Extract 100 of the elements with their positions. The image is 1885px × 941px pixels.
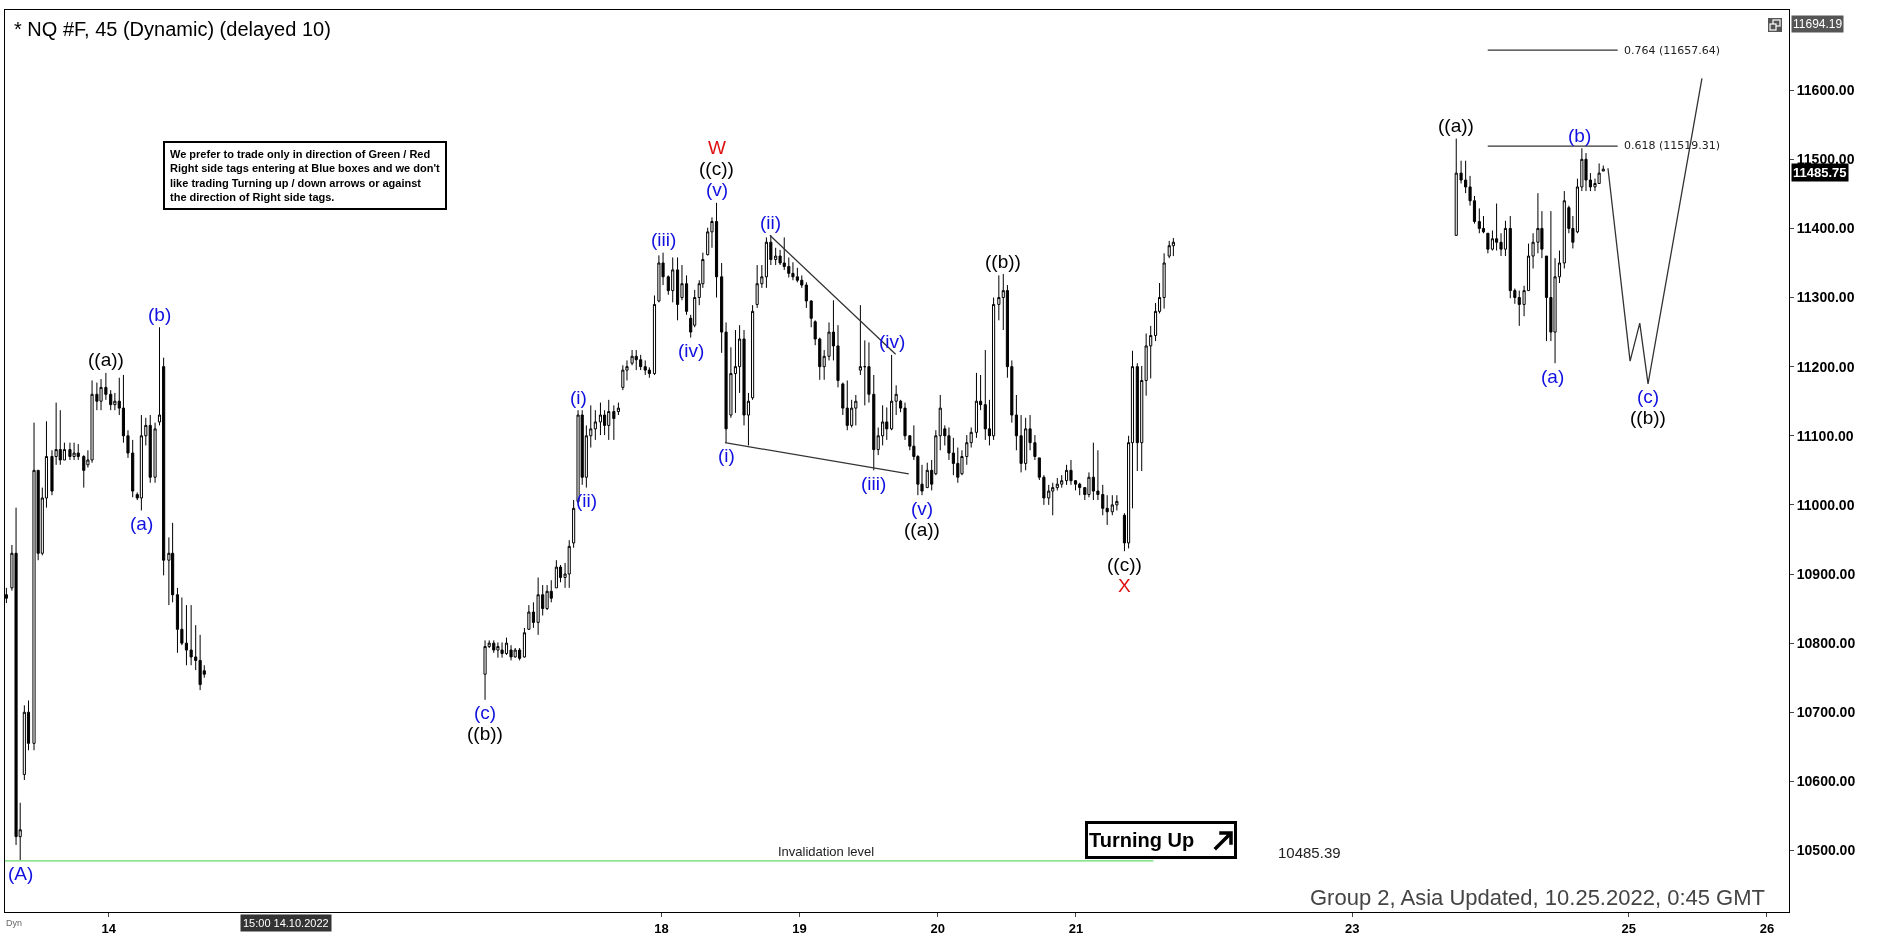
candlestick — [630, 349, 634, 366]
annotation: ((a)) — [904, 519, 940, 540]
x-tick-label: 19 — [792, 920, 807, 936]
candlestick — [1055, 477, 1059, 491]
candlestick — [671, 256, 675, 303]
annotation: (i) — [718, 445, 735, 466]
candlestick — [567, 539, 571, 589]
annotation: 10485.39 — [1278, 844, 1341, 861]
candlestick — [536, 576, 540, 636]
text: 15:00 14.10.2022 — [243, 917, 329, 929]
annotation: (b) — [148, 304, 172, 325]
candlestick — [634, 349, 638, 371]
candlestick — [925, 462, 929, 489]
annotation: ((a)) — [1438, 115, 1474, 136]
candlestick — [72, 442, 76, 461]
y-tick-label: 10800.00 — [1796, 635, 1856, 652]
candlestick — [1060, 474, 1064, 489]
y-tick-label: 10900.00 — [1796, 565, 1856, 582]
x-tick-label: 26 — [1759, 920, 1775, 936]
candlestick — [32, 422, 36, 751]
x-tick-label: 20 — [930, 920, 945, 936]
candlestick — [175, 587, 180, 654]
candlestick — [639, 354, 643, 371]
annotation: (ii) — [576, 490, 598, 511]
candlestick — [751, 304, 755, 401]
y-tick-label: 10700.00 — [1796, 704, 1856, 721]
candlestick — [885, 406, 889, 441]
x-tick-label: 18 — [654, 920, 669, 936]
annotation: ((c)) — [1107, 554, 1142, 575]
annotation: (iii) — [861, 473, 887, 494]
candlestick — [1167, 240, 1171, 259]
candlestick — [612, 404, 616, 441]
candlestick — [1486, 232, 1490, 254]
candlestick — [189, 604, 193, 666]
y-tick-label: 11300.00 — [1796, 289, 1855, 306]
y-tick-label: 10600.00 — [1796, 773, 1856, 790]
candlestick — [171, 522, 175, 603]
candlestick — [22, 704, 26, 781]
annotation: (a) — [130, 513, 154, 534]
candlestick — [652, 294, 657, 376]
annotation: (ii) — [760, 212, 782, 233]
candlestick — [513, 647, 517, 659]
candlestick — [76, 443, 80, 461]
candlestick — [68, 442, 72, 461]
y-tick-label: 11200.00 — [1796, 358, 1855, 375]
candlestick — [522, 627, 527, 659]
candlestick — [621, 364, 625, 391]
annotation: (iv) — [879, 331, 906, 352]
candlestick — [598, 402, 603, 436]
y-tick-label: 11100.00 — [1796, 427, 1854, 444]
candlestick — [527, 604, 531, 631]
candlestick — [974, 372, 979, 439]
text: 11485.75 — [1793, 165, 1847, 180]
candlestick — [1162, 252, 1166, 310]
candlestick — [554, 559, 558, 589]
x-tick-label: 23 — [1345, 920, 1360, 936]
candlestick — [1135, 362, 1139, 472]
candlestick — [1477, 207, 1481, 234]
candlestick — [657, 254, 661, 303]
candlestick — [643, 359, 647, 376]
annotation: (c) — [474, 702, 497, 723]
annotation: (v) — [706, 179, 729, 200]
candlestick — [791, 261, 795, 281]
annotation: (i) — [570, 387, 587, 408]
y-tick-label: 11400.00 — [1796, 220, 1855, 237]
annotation: (iv) — [678, 340, 705, 361]
annotation: Invalidation level — [778, 844, 875, 859]
annotation: ((c)) — [699, 158, 734, 179]
candlestick — [1171, 237, 1175, 257]
y-tick-label: 10500.00 — [1796, 842, 1856, 859]
y-tick-label: 11600.00 — [1796, 82, 1855, 99]
x-tick-label: 21 — [1068, 920, 1084, 936]
annotation: (v) — [911, 498, 934, 519]
annotation: Turning Up — [1089, 829, 1195, 851]
annotation: (iii) — [651, 229, 677, 250]
candlestick — [1584, 152, 1588, 192]
text: Dyn — [6, 918, 23, 928]
x-tick-label: 25 — [1621, 920, 1636, 936]
candlestick — [500, 641, 504, 659]
candlestick — [992, 297, 996, 441]
candlestick — [1051, 482, 1055, 516]
x-tick-label: 14 — [101, 920, 117, 936]
text: 11694.19 — [1793, 17, 1843, 31]
annotation: (A) — [8, 863, 34, 884]
y-tick-label: 11000.00 — [1796, 496, 1855, 513]
candlestick — [858, 304, 862, 376]
annotation: ((b)) — [985, 251, 1021, 272]
annotation: ((b)) — [1630, 407, 1666, 428]
candlestick — [733, 329, 738, 414]
candlestick — [890, 354, 894, 431]
annotation: ((a)) — [88, 349, 124, 370]
candlestick — [82, 454, 86, 489]
chart-title: * NQ #F, 45 (Dynamic) (delayed 10) — [14, 18, 331, 40]
annotation: (a) — [1541, 366, 1565, 387]
annotation: (c) — [1637, 386, 1660, 407]
candlestick — [675, 256, 680, 321]
candlestick — [1064, 464, 1069, 486]
candlestick — [983, 349, 987, 441]
y-tick-label: 11500.00 — [1796, 151, 1855, 168]
candlestick — [607, 399, 611, 441]
